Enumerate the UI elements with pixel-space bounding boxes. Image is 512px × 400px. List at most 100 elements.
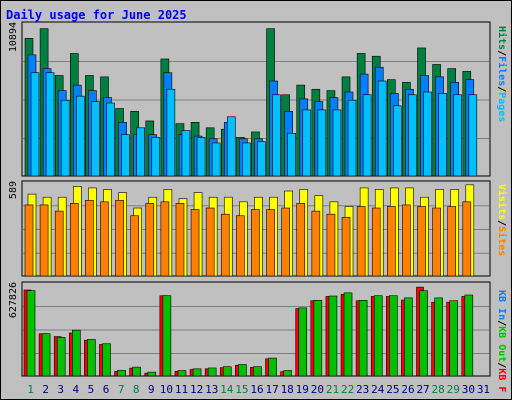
bar-sites — [326, 213, 336, 277]
bar-pages — [75, 95, 85, 177]
bar-pages — [106, 102, 115, 177]
bar-pages — [302, 109, 312, 177]
bar-kb-in — [147, 371, 157, 377]
bar-pages — [226, 116, 236, 177]
bar-kb-in — [373, 295, 383, 377]
bar-sites — [356, 206, 366, 277]
bar-kb-in — [117, 369, 126, 377]
bar-pages — [45, 72, 55, 177]
bar-kb-in — [464, 294, 474, 377]
chart-title: Daily usage for June 2025 — [6, 8, 187, 22]
bar-kb-in — [177, 370, 187, 377]
day-tick-label: 9 — [148, 383, 155, 396]
day-tick-label: 23 — [356, 383, 369, 396]
bar-sites — [39, 204, 49, 277]
bar-pages — [91, 101, 100, 177]
bar-kb-in — [192, 368, 202, 377]
bar-pages — [136, 127, 145, 177]
bar-kb-in — [102, 343, 111, 377]
bar-pages — [121, 134, 130, 177]
bar-kb-in — [268, 357, 277, 377]
bar-kb-in — [404, 297, 413, 377]
day-tick-label: 19 — [296, 383, 309, 396]
bar-pages — [377, 80, 387, 177]
day-tick-label: 26 — [401, 383, 414, 396]
bar-pages — [438, 93, 447, 177]
bar-pages — [257, 141, 266, 177]
day-tick-label: 20 — [311, 383, 324, 396]
bar-pages — [166, 88, 176, 177]
day-tick-label: 21 — [326, 383, 339, 396]
bar-sites — [236, 215, 245, 277]
day-tick-label: 2 — [42, 383, 49, 396]
day-tick-label: 3 — [57, 383, 64, 396]
bar-sites — [115, 199, 124, 277]
bar-sites — [341, 216, 351, 277]
day-tick-label: 15 — [235, 383, 248, 396]
bar-kb-in — [162, 295, 172, 377]
bar-sites — [281, 207, 290, 277]
day-tick-label: 30 — [462, 383, 475, 396]
day-tick-label: 13 — [205, 383, 218, 396]
bar-sites — [190, 209, 200, 277]
bar-pages — [151, 137, 161, 177]
day-tick-label: 28 — [432, 383, 445, 396]
day-tick-label: 29 — [447, 383, 460, 396]
bar-kb-in — [449, 300, 459, 377]
day-tick-label: 17 — [265, 383, 278, 396]
bar-kb-in — [313, 300, 323, 377]
bar-kb-in — [419, 290, 428, 377]
bar-pages — [211, 142, 221, 177]
bar-kb-in — [238, 364, 247, 377]
bar-sites — [371, 207, 381, 277]
bar-sites — [311, 210, 321, 277]
bar-pages — [196, 137, 206, 177]
bar-sites — [220, 213, 230, 277]
bar-pages — [468, 94, 478, 177]
bar-sites — [417, 206, 426, 277]
bar-kb-in — [343, 292, 353, 377]
bar-pages — [332, 109, 342, 177]
bar-kb-in — [56, 336, 66, 377]
bar-kb-in — [253, 366, 262, 377]
bar-pages — [408, 94, 417, 177]
bar-kb-in — [41, 333, 51, 377]
bar-kb-in — [283, 370, 292, 377]
bar-pages — [272, 94, 281, 177]
day-tick-label: 16 — [250, 383, 263, 396]
bar-pages — [347, 99, 357, 177]
bar-pages — [453, 94, 463, 177]
bar-pages — [362, 94, 372, 177]
day-tick-label: 14 — [220, 383, 234, 396]
bar-pages — [242, 142, 251, 177]
bar-pages — [60, 99, 70, 177]
bar-sites — [100, 201, 109, 277]
bar-kb-in — [207, 367, 217, 377]
day-tick-label: 6 — [103, 383, 110, 396]
bar-sites — [130, 215, 139, 277]
bar-sites — [462, 201, 472, 277]
bar-sites — [296, 203, 306, 277]
bar-kb-in — [132, 366, 141, 377]
bar-sites — [447, 206, 457, 277]
day-tick-label: 10 — [160, 383, 173, 396]
day-tick-label: 18 — [281, 383, 294, 396]
bar-sites — [24, 204, 34, 277]
day-tick-label: 22 — [341, 383, 354, 396]
bar-kb-in — [358, 300, 368, 377]
bar-kb-in — [434, 297, 443, 377]
bar-kb-in — [389, 295, 398, 377]
bar-kb-in — [328, 295, 338, 377]
bar-pages — [423, 91, 432, 177]
bar-pages — [393, 105, 402, 177]
day-tick-label: 11 — [175, 383, 188, 396]
bar-sites — [387, 206, 396, 277]
bar-pages — [317, 109, 327, 177]
day-tick-label: 7 — [118, 383, 125, 396]
bar-sites — [145, 203, 155, 277]
bar-pages — [181, 130, 191, 177]
day-tick-label: 8 — [133, 383, 140, 396]
bar-sites — [251, 209, 260, 277]
bar-sites — [175, 203, 185, 277]
